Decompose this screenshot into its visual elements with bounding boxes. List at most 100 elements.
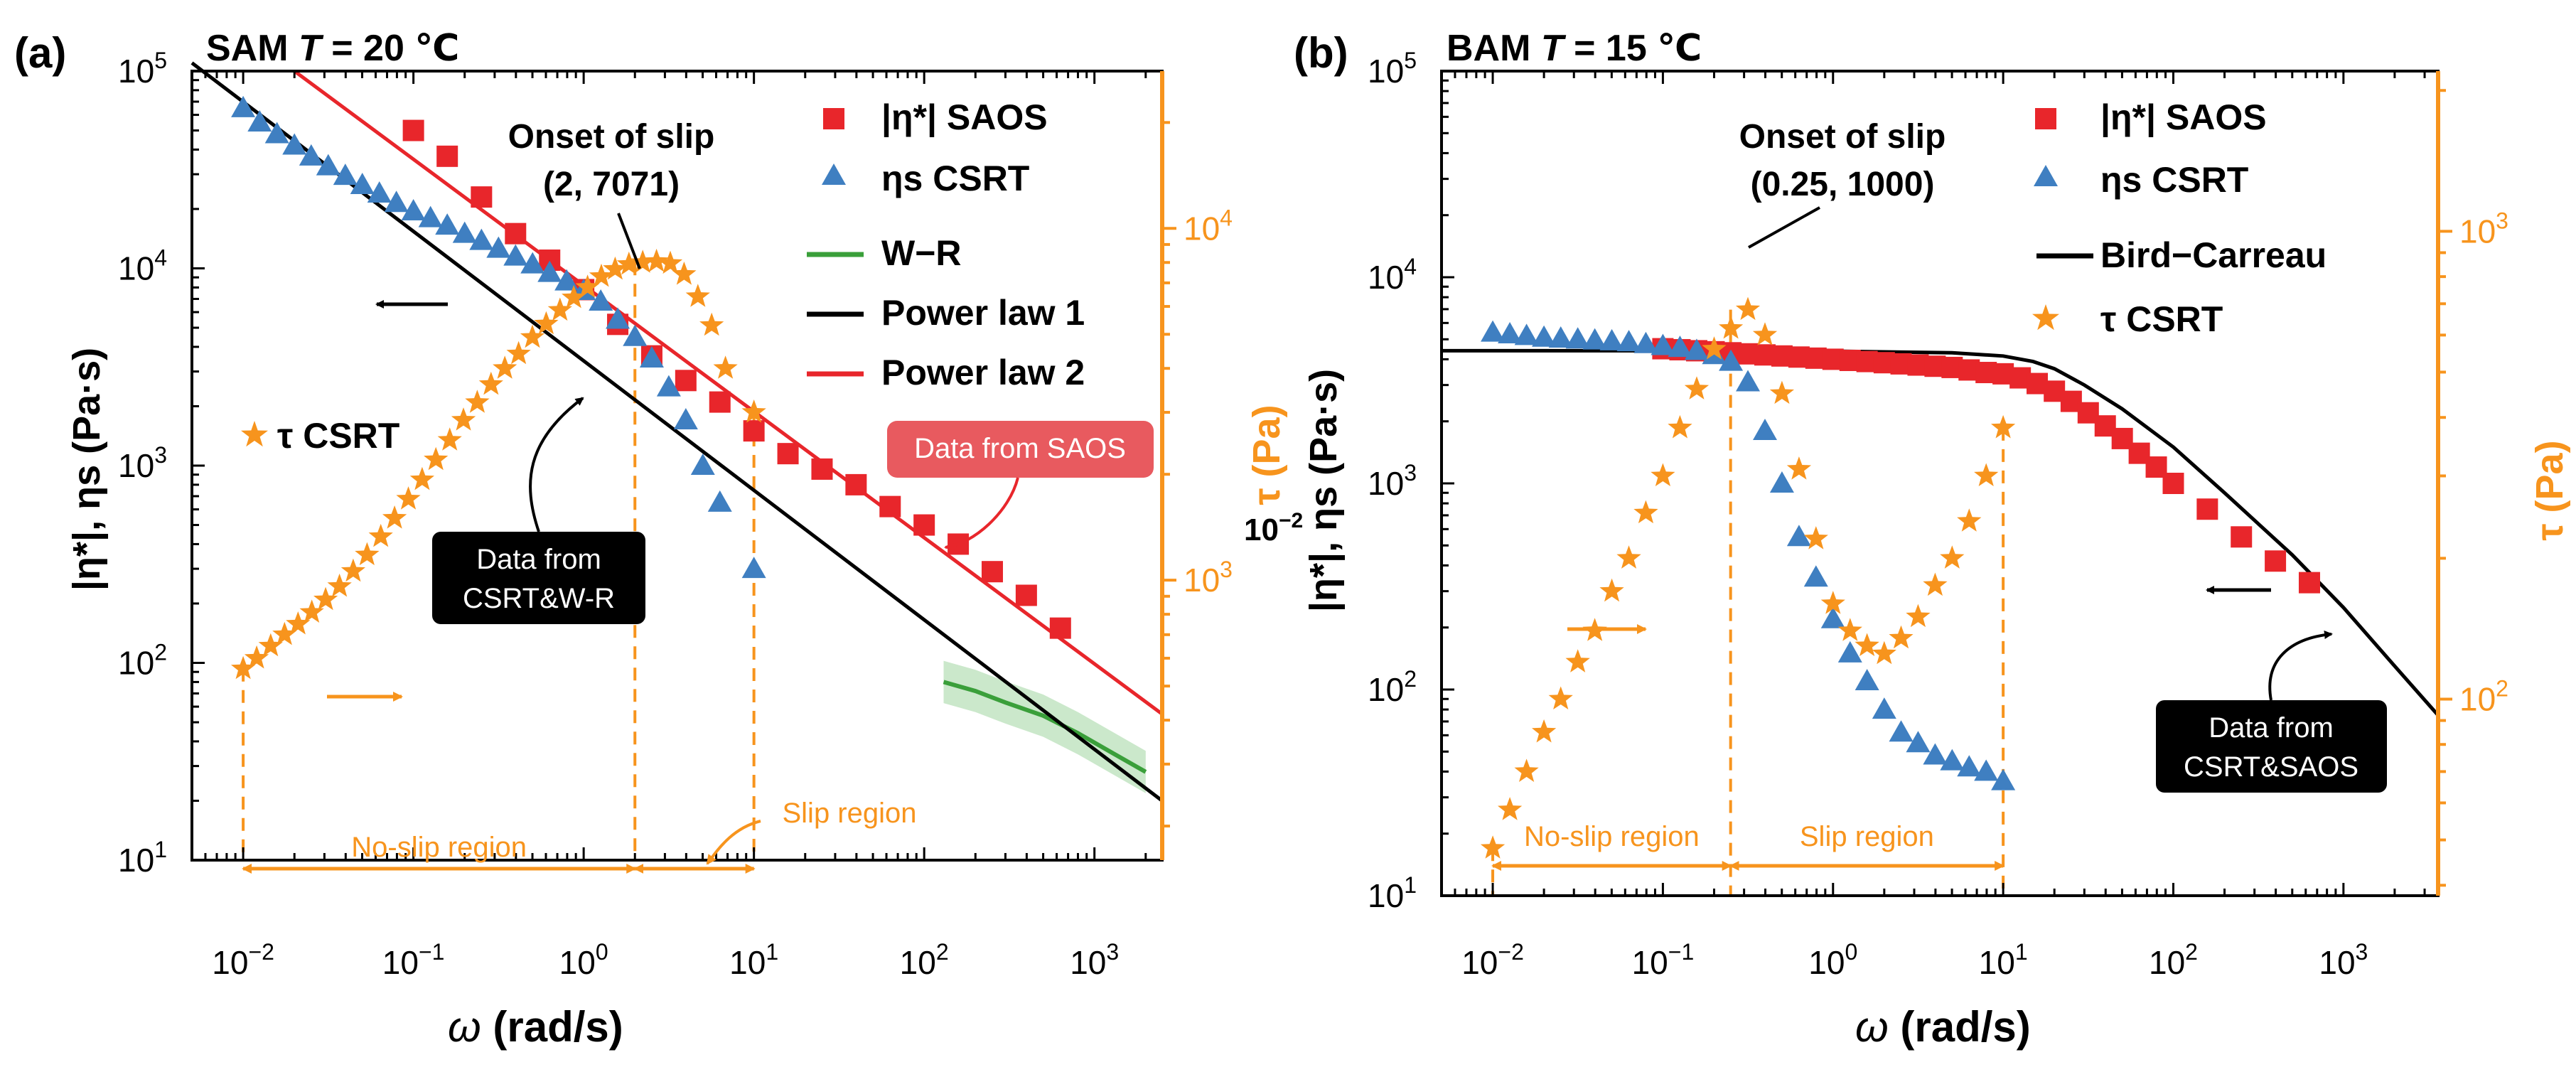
legend-label-tau: τ CSRT bbox=[277, 416, 399, 456]
point-csrt-a-32 bbox=[672, 262, 697, 285]
legend-label-csrt-b: ηs CSRT bbox=[2100, 160, 2248, 200]
legend-label-pl2: Power law 2 bbox=[881, 353, 1085, 392]
point-s-csrt-a-8 bbox=[367, 181, 392, 203]
panel-a-label: (a) bbox=[14, 29, 66, 77]
point-csrt-a-18 bbox=[478, 371, 503, 395]
point-saos-b-30 bbox=[2162, 473, 2184, 494]
point-csrt-b-1 bbox=[1498, 797, 1523, 820]
point-csrt-a-29 bbox=[630, 250, 655, 273]
point-saos-a-13 bbox=[845, 473, 867, 495]
legend-marker-tau-b bbox=[2032, 304, 2059, 331]
y-tick-label: 101 bbox=[118, 837, 167, 879]
point-saos-b-33 bbox=[2265, 550, 2287, 572]
panel-a-legend: |η*| SAOS ηs CSRT W−R Power law 1 Power … bbox=[241, 97, 1085, 456]
point-saos-a-12 bbox=[811, 458, 833, 480]
point-csrt-b-3 bbox=[1532, 719, 1557, 743]
point-s-csrt-b-22 bbox=[1855, 668, 1879, 690]
point-csrt-b-20 bbox=[1820, 591, 1845, 614]
panel-a-ylabel: |η*|, ηs (Pa·s) bbox=[65, 348, 109, 591]
x-tick-label: 100 bbox=[1808, 939, 1857, 981]
box-csrt-wr bbox=[432, 532, 645, 624]
point-saos-a-17 bbox=[981, 561, 1003, 583]
series-line-w-r-a bbox=[943, 680, 1147, 774]
wr-confidence-band bbox=[943, 660, 1146, 793]
box-csrt-saos-arrow bbox=[2268, 631, 2333, 701]
point-saos-b-31 bbox=[2196, 498, 2218, 520]
point-csrt-a-34 bbox=[699, 312, 724, 336]
point-csrt-b-13 bbox=[1702, 336, 1727, 360]
panel-b-axes: 10−2 10−1 100 101 102 103 101 102 103 104 105 102 10… bbox=[1368, 48, 2508, 981]
panel-b-series bbox=[1442, 296, 2440, 896]
point-s-csrt-b-3 bbox=[1532, 325, 1557, 347]
point-s-csrt-a-23 bbox=[623, 324, 648, 346]
point-csrt-a-20 bbox=[506, 341, 531, 365]
point-csrt-b-25 bbox=[1906, 604, 1931, 628]
point-s-csrt-a-26 bbox=[673, 408, 698, 430]
onset-leader-a bbox=[617, 213, 641, 269]
point-saos-a-1 bbox=[436, 145, 458, 167]
point-saos-a-11 bbox=[777, 443, 799, 465]
point-s-csrt-a-13 bbox=[452, 221, 477, 243]
point-csrt-a-9 bbox=[355, 542, 380, 566]
point-s-csrt-b-19 bbox=[1803, 565, 1828, 587]
panel-a-xlabel: ω (rad/s) bbox=[448, 1003, 623, 1051]
point-s-csrt-b-4 bbox=[1548, 326, 1573, 348]
point-saos-a-10 bbox=[743, 420, 765, 442]
panel-a: (a) SAM T = 20 ℃ 10−2 10−1 100 101 102 103 101… bbox=[14, 28, 1303, 1051]
x-tick-label: 101 bbox=[1979, 939, 2028, 981]
point-csrt-a-0 bbox=[231, 655, 256, 680]
x-tick-label: 103 bbox=[2319, 939, 2368, 981]
y-tick-label: 102 bbox=[118, 640, 167, 682]
no-slip-label-a: No-slip region bbox=[351, 832, 527, 863]
point-csrt-b-11 bbox=[1668, 414, 1692, 439]
box-csrt-saos-line1: Data from bbox=[2209, 712, 2334, 744]
point-s-csrt-a-27 bbox=[690, 454, 715, 475]
point-csrt-a-13 bbox=[409, 466, 434, 490]
y-tick-label: 104 bbox=[118, 245, 167, 287]
point-s-csrt-b-27 bbox=[1940, 749, 1965, 771]
point-csrt-a-15 bbox=[437, 427, 462, 451]
panel-b-legend: |η*| SAOS ηs CSRT Bird−Carreau τ CSRT bbox=[2032, 97, 2327, 339]
x-tick-label: 102 bbox=[2149, 939, 2198, 981]
point-csrt-a-17 bbox=[465, 390, 490, 413]
point-csrt-b-8 bbox=[1616, 545, 1641, 569]
y-tick-label: 102 bbox=[1368, 666, 1417, 708]
point-s-csrt-b-12 bbox=[1684, 338, 1709, 360]
legend-marker-saos-b bbox=[2035, 108, 2056, 129]
point-s-csrt-b-8 bbox=[1616, 330, 1641, 352]
point-s-csrt-a-18 bbox=[537, 260, 562, 282]
point-s-csrt-b-28 bbox=[1957, 755, 1982, 777]
x-tick-label: 100 bbox=[559, 939, 608, 981]
slip-label-a: Slip region bbox=[782, 798, 916, 829]
point-s-csrt-a-1 bbox=[247, 110, 272, 132]
point-s-csrt-b-5 bbox=[1565, 327, 1590, 349]
point-s-csrt-b-11 bbox=[1668, 336, 1692, 358]
point-s-csrt-a-5 bbox=[316, 154, 340, 176]
point-s-csrt-b-18 bbox=[1786, 525, 1811, 547]
x-tick-label: 10−1 bbox=[1632, 939, 1695, 981]
onset-title-a: Onset of slip bbox=[508, 118, 715, 156]
point-saos-a-2 bbox=[471, 186, 493, 208]
point-s-csrt-a-11 bbox=[418, 205, 443, 227]
point-s-csrt-b-17 bbox=[1769, 471, 1794, 493]
point-csrt-b-17 bbox=[1769, 380, 1794, 404]
point-csrt-b-7 bbox=[1599, 578, 1624, 602]
point-s-csrt-a-12 bbox=[435, 213, 460, 235]
point-s-csrt-b-14 bbox=[1719, 349, 1744, 371]
point-saos-a-15 bbox=[913, 514, 935, 536]
slip-label-b: Slip region bbox=[1800, 821, 1934, 852]
y-tick-label: 104 bbox=[1368, 254, 1417, 296]
point-saos-a-18 bbox=[1015, 584, 1037, 606]
point-csrt-a-33 bbox=[685, 284, 710, 307]
point-csrt-a-26 bbox=[589, 263, 614, 287]
legend-label-bc: Bird−Carreau bbox=[2100, 235, 2327, 275]
point-s-csrt-b-15 bbox=[1736, 370, 1761, 392]
point-csrt-b-27 bbox=[1940, 545, 1965, 569]
x-tick-label: 102 bbox=[900, 939, 949, 981]
y2-tick-label: 102 bbox=[2459, 675, 2508, 717]
point-csrt-b-5 bbox=[1565, 649, 1590, 672]
onset-point-a: (2, 7071) bbox=[543, 166, 680, 203]
legend-label-wr: W−R bbox=[881, 233, 962, 273]
point-csrt-a-22 bbox=[534, 311, 559, 335]
panel-a-title: SAM T = 20 ℃ bbox=[206, 28, 459, 69]
